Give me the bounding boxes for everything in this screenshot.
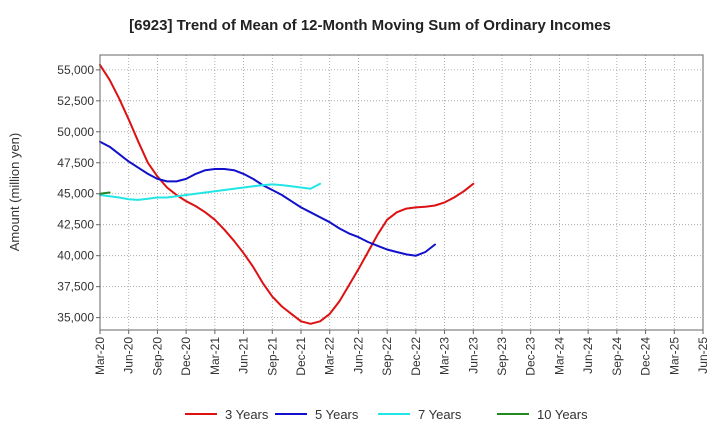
y-tick-label: 35,000 bbox=[57, 311, 94, 325]
x-tick-label: Mar-22 bbox=[323, 337, 337, 375]
x-tick-label: Mar-24 bbox=[552, 337, 566, 375]
y-tick-label: 47,500 bbox=[57, 156, 94, 170]
x-tick-label: Dec-23 bbox=[524, 337, 538, 376]
x-tick-label: Jun-21 bbox=[237, 337, 251, 374]
grid bbox=[100, 55, 703, 330]
y-axis-label: Amount (million yen) bbox=[7, 133, 22, 252]
y-axis-ticks: 35,000 37,500 40,000 42,500 45,000 47,500 50,0… bbox=[57, 63, 100, 325]
x-tick-label: Sep-20 bbox=[150, 337, 164, 376]
chart-title: [6923] Trend of Mean of 12-Month Moving … bbox=[129, 17, 611, 34]
legend-label: 10 Years bbox=[537, 407, 588, 422]
y-tick-label: 50,000 bbox=[57, 125, 94, 139]
x-tick-label: Jun-22 bbox=[351, 337, 365, 374]
x-tick-label: Jun-25 bbox=[696, 337, 710, 374]
legend-label: 7 Years bbox=[418, 407, 462, 422]
series-lines bbox=[99, 63, 475, 325]
series-line-5-years bbox=[99, 140, 436, 257]
plot-frame bbox=[99, 54, 704, 331]
y-tick-label: 52,500 bbox=[57, 94, 94, 108]
x-tick-label: Dec-21 bbox=[294, 337, 308, 376]
series-line-7-years bbox=[99, 182, 322, 201]
x-tick-label: Dec-24 bbox=[639, 337, 653, 376]
x-tick-label: Dec-20 bbox=[179, 337, 193, 376]
x-tick-label: Jun-23 bbox=[466, 337, 480, 374]
x-tick-label: Mar-23 bbox=[438, 337, 452, 375]
x-tick-label: Mar-20 bbox=[93, 337, 107, 375]
x-axis-ticks: Mar-20 Jun-20 Sep-20 Dec-20 Mar-21 Jun-21 Sep-… bbox=[93, 330, 710, 376]
x-tick-label: Mar-25 bbox=[667, 337, 681, 375]
x-tick-label: Sep-21 bbox=[265, 337, 279, 376]
series-line-10-years bbox=[99, 191, 111, 195]
y-tick-label: 37,500 bbox=[57, 280, 94, 294]
y-tick-label: 45,000 bbox=[57, 187, 94, 201]
x-tick-label: Sep-24 bbox=[610, 337, 624, 376]
legend-label: 5 Years bbox=[315, 407, 359, 422]
plot-area bbox=[100, 55, 703, 330]
x-tick-label: Jun-20 bbox=[122, 337, 136, 374]
x-tick-label: Jun-24 bbox=[581, 337, 595, 374]
x-tick-label: Sep-23 bbox=[495, 337, 509, 376]
x-tick-label: Dec-22 bbox=[409, 337, 423, 376]
y-tick-label: 55,000 bbox=[57, 63, 94, 77]
x-tick-label: Sep-22 bbox=[380, 337, 394, 376]
y-tick-label: 40,000 bbox=[57, 249, 94, 263]
series-line-3-years bbox=[99, 63, 475, 325]
x-tick-label: Mar-21 bbox=[208, 337, 222, 375]
legend: 3 Years 5 Years 7 Years 10 Years bbox=[185, 407, 588, 422]
legend-label: 3 Years bbox=[225, 407, 269, 422]
y-tick-label: 42,500 bbox=[57, 218, 94, 232]
